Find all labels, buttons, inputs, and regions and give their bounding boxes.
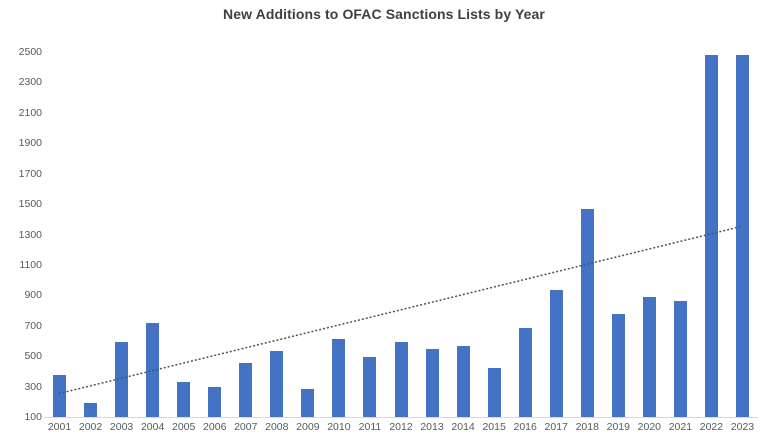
x-axis-tick-labels: 2001 2002 2003 2004 2005 2006 2007 2008 2009 2010…: [44, 0, 758, 443]
y-axis-tick-label: 900: [24, 289, 42, 302]
x-axis-tick-label: 2019: [606, 421, 630, 433]
y-axis-tick-label: 100: [24, 411, 42, 423]
x-axis-tick-label: 2022: [699, 421, 724, 433]
x-axis-tick-label: 2018: [575, 421, 599, 433]
y-axis-tick-label: 1500: [18, 198, 42, 211]
x-axis-line: [44, 417, 758, 418]
y-axis-tick-label: 2300: [18, 76, 42, 89]
y-axis-tick-labels: 100 300 500 700 900 1100 1300 1500 1700 1900 2100 2…: [0, 0, 42, 443]
x-axis-tick-label: 2006: [203, 421, 227, 433]
x-axis-tick-label: 2020: [637, 421, 662, 433]
x-axis-tick-label: 2023: [730, 421, 755, 433]
x-axis-tick-label: 2003: [109, 421, 134, 433]
x-axis-tick-label: 2010: [327, 421, 351, 433]
x-axis-tick-label: 2021: [668, 421, 693, 433]
x-axis-tick-label: 2017: [544, 421, 568, 433]
x-axis-tick-label: 2004: [140, 421, 165, 433]
x-axis-tick-label: 2011: [358, 421, 382, 433]
y-axis-tick-label: 2100: [18, 106, 42, 119]
x-axis-tick-label: 2013: [420, 421, 444, 433]
chart-title: New Additions to OFAC Sanctions Lists by…: [223, 6, 545, 22]
x-axis-tick-label: 2001: [47, 421, 72, 433]
y-axis-tick-label: 700: [24, 319, 42, 332]
y-axis-tick-label: 1100: [19, 258, 42, 271]
bar: [84, 403, 98, 417]
x-axis-tick-label: 2016: [513, 421, 537, 433]
x-axis-tick-label: 2002: [78, 421, 103, 433]
y-axis-tick-label: 500: [24, 350, 42, 363]
y-axis-tick-label: 300: [24, 380, 42, 393]
x-axis-tick-label: 2015: [482, 421, 506, 433]
x-axis-tick-label: 2014: [451, 421, 475, 433]
x-axis-tick-label: 2012: [389, 421, 413, 433]
x-axis-tick-label: 2005: [172, 421, 196, 433]
x-axis-tick-label: 2008: [265, 421, 289, 433]
y-axis-tick-label: 2500: [18, 46, 42, 58]
bar: [301, 388, 315, 417]
y-axis-tick-label: 1700: [18, 167, 42, 180]
y-axis-tick-label: 1300: [18, 228, 42, 241]
y-axis-tick-label: 1900: [18, 137, 42, 150]
x-axis-tick-label: 2009: [296, 421, 320, 433]
x-axis-tick-label: 2007: [234, 421, 258, 433]
